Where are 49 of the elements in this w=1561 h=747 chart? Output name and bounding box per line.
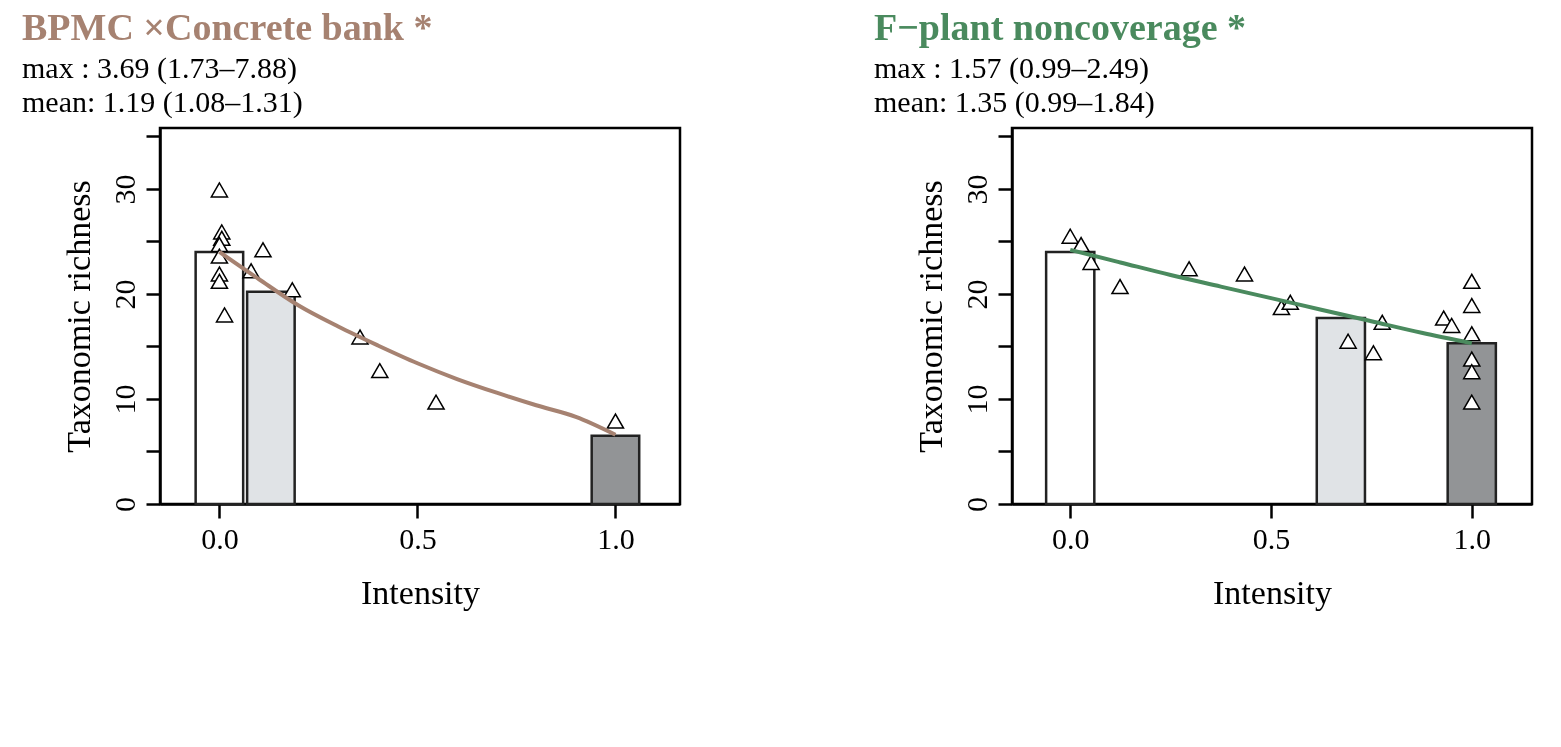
point [215, 307, 234, 323]
point [606, 413, 625, 429]
y-tick-label: 20 [107, 279, 141, 310]
y-tick-label: 30 [107, 174, 141, 205]
chart-title: BPMC ×Concrete bank * [22, 6, 433, 48]
x-axis-title: Intensity [361, 573, 480, 611]
point [1442, 317, 1461, 334]
x-tick-label: 0.0 [201, 521, 239, 555]
x-tick-label: 1.0 [597, 521, 635, 555]
point [427, 394, 445, 410]
point [1462, 273, 1481, 290]
point [283, 282, 302, 298]
point [1462, 394, 1481, 410]
y-axis-title: Taxonomic richness [911, 180, 949, 453]
x-tick-label: 0.5 [1252, 521, 1291, 555]
point [1462, 297, 1481, 314]
bar [245, 290, 296, 506]
y-tick-label: 10 [959, 384, 993, 415]
point [1364, 345, 1383, 361]
y-tick-label: 20 [959, 279, 993, 310]
point [1082, 254, 1100, 271]
point [1462, 351, 1481, 367]
y-tick-label: 0 [107, 497, 141, 512]
point [370, 362, 389, 379]
y-axis-title: Taxonomic richness [59, 180, 97, 453]
point [1462, 363, 1481, 380]
point [1111, 278, 1129, 295]
point [1462, 326, 1481, 342]
bar [1315, 316, 1367, 506]
x-axis-title: Intensity [1213, 573, 1332, 611]
point [1339, 333, 1357, 349]
x-tick-label: 1.0 [1453, 521, 1492, 555]
point [1061, 228, 1080, 244]
y-tick-label: 10 [107, 384, 141, 415]
point [210, 182, 229, 198]
point [210, 273, 229, 290]
y-tick-label: 30 [959, 174, 993, 205]
chart-subtitle: max : 3.69 (1.73–7.88) mean: 1.19 (1.08–1.31) [22, 51, 303, 119]
chart-title: F−plant noncoverage * [874, 6, 1247, 48]
point [254, 242, 272, 258]
point [210, 236, 229, 253]
chart-subtitle: max : 1.57 (0.99–2.49) mean: 1.35 (0.99–1.84) [874, 51, 1155, 119]
bar [1446, 342, 1498, 506]
point [1235, 266, 1254, 282]
x-tick-label: 0.0 [1051, 521, 1090, 555]
point [1180, 261, 1198, 277]
x-tick-label: 0.5 [399, 521, 437, 555]
bar [590, 434, 641, 506]
y-tick-label: 0 [959, 497, 993, 512]
